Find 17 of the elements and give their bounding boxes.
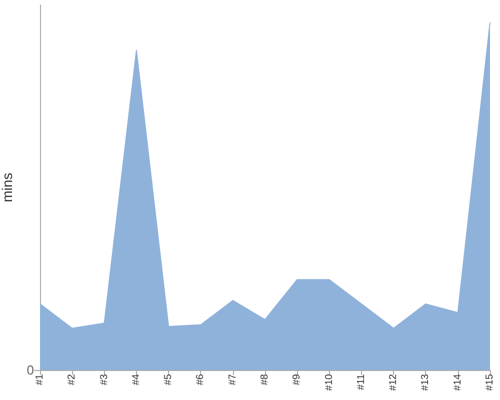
x-tick-label: #10 <box>324 374 335 391</box>
x-tick-label: #13 <box>420 374 432 391</box>
y-axis-title: mins <box>0 172 15 202</box>
x-tick-label: #2 <box>66 374 78 386</box>
x-tick-label: #5 <box>163 374 174 386</box>
x-tick-label: #9 <box>292 374 303 386</box>
x-tick-label: #15 <box>484 374 496 391</box>
x-tick-label: #7 <box>227 374 238 386</box>
x-tick-label: #8 <box>260 374 270 386</box>
x-tick-label: #4 <box>130 374 142 386</box>
text: 0 <box>26 362 34 378</box>
x-tick-label: #12 <box>388 374 400 391</box>
x-tick-label: #11 <box>356 374 367 390</box>
x-tick-label: #14 <box>452 374 464 391</box>
x-tick-label: #1 <box>34 374 46 386</box>
x-tick-label: #3 <box>98 374 110 386</box>
x-tick-label: #6 <box>195 374 206 386</box>
